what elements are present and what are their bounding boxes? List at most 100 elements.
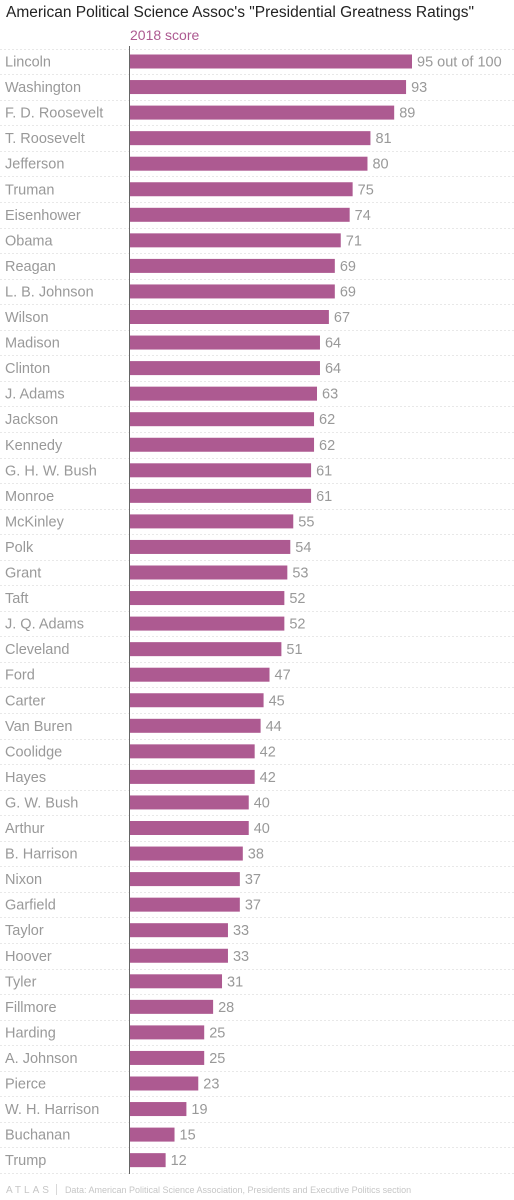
value-label: 28 — [218, 1000, 234, 1016]
category-label: Eisenhower — [5, 208, 81, 224]
bar — [130, 948, 228, 963]
value-label: 54 — [295, 540, 311, 556]
bar — [130, 539, 291, 554]
value-label: 25 — [209, 1025, 225, 1041]
category-label: Hayes — [5, 770, 46, 786]
bar — [130, 1127, 175, 1142]
category-label: B. Harrison — [5, 847, 78, 863]
category-label: Arthur — [5, 821, 45, 837]
value-label: 81 — [375, 131, 391, 147]
bar — [130, 284, 335, 299]
value-label: 12 — [171, 1153, 187, 1169]
value-label: 40 — [254, 795, 270, 811]
series-label: 2018 score — [130, 27, 200, 43]
bar — [130, 769, 255, 784]
value-label: 25 — [209, 1051, 225, 1067]
category-label: Hoover — [5, 949, 52, 965]
bar — [130, 412, 315, 427]
value-label: 71 — [346, 233, 362, 249]
bar — [130, 386, 318, 401]
category-label: Kennedy — [5, 438, 63, 454]
value-label: 19 — [191, 1102, 207, 1118]
bar — [130, 846, 243, 861]
value-label: 33 — [233, 949, 249, 965]
category-label: A. Johnson — [5, 1051, 78, 1067]
bar — [130, 437, 315, 452]
category-label: Obama — [5, 233, 53, 249]
category-label: Coolidge — [5, 744, 62, 760]
value-label: 89 — [399, 106, 415, 122]
value-label: 69 — [340, 284, 356, 300]
category-label: McKinley — [5, 514, 65, 530]
value-label: 15 — [180, 1128, 196, 1144]
bar — [130, 642, 282, 657]
bar — [130, 80, 407, 95]
bar — [130, 105, 395, 120]
category-label: T. Roosevelt — [5, 131, 85, 147]
value-label: 51 — [286, 642, 302, 658]
value-label: 42 — [260, 770, 276, 786]
chart-title: American Political Science Assoc's "Pres… — [6, 4, 474, 21]
category-label: Grant — [5, 566, 41, 582]
category-label: Taft — [5, 591, 28, 607]
category-label: Van Buren — [5, 719, 72, 735]
bar — [130, 872, 240, 887]
category-label: W. H. Harrison — [5, 1102, 99, 1118]
bar — [130, 744, 255, 759]
value-label: 93 — [411, 80, 427, 96]
value-label: 75 — [358, 182, 374, 198]
bar — [130, 1102, 187, 1117]
bar — [130, 667, 270, 682]
value-label: 40 — [254, 821, 270, 837]
bar — [130, 999, 214, 1014]
value-label: 52 — [289, 617, 305, 633]
value-label: 23 — [203, 1077, 219, 1093]
bar — [130, 591, 285, 606]
category-label: J. Adams — [5, 387, 65, 403]
atlas-logo: ATLAS — [6, 1185, 52, 1196]
value-label: 62 — [319, 412, 335, 428]
value-label: 69 — [340, 259, 356, 275]
value-label: 38 — [248, 847, 264, 863]
bar — [130, 565, 288, 580]
bar — [130, 335, 320, 350]
bar — [130, 361, 320, 376]
bar — [130, 1025, 205, 1040]
category-label: Truman — [5, 182, 54, 198]
bar — [130, 258, 335, 273]
bar — [130, 974, 223, 989]
bar — [130, 1050, 205, 1065]
value-label: 64 — [325, 361, 341, 377]
value-label: 80 — [372, 157, 388, 173]
category-label: F. D. Roosevelt — [5, 106, 103, 122]
footer-divider — [55, 1184, 57, 1195]
bar — [130, 1076, 199, 1091]
value-label: 52 — [289, 591, 305, 607]
value-label: 95 out of 100 — [417, 55, 502, 71]
bar — [130, 821, 249, 835]
category-label: Clinton — [5, 361, 50, 377]
value-label: 63 — [322, 387, 338, 403]
category-label: Buchanan — [5, 1128, 70, 1144]
bar — [130, 463, 312, 478]
category-label: G. W. Bush — [5, 795, 78, 811]
value-label: 42 — [260, 744, 276, 760]
category-label: Ford — [5, 668, 35, 684]
bar — [130, 923, 228, 938]
bar — [130, 182, 353, 197]
category-label: Madison — [5, 336, 60, 352]
value-label: 37 — [245, 898, 261, 914]
category-label: Fillmore — [5, 1000, 57, 1016]
category-label: Jackson — [5, 412, 58, 428]
bar — [130, 1153, 166, 1168]
category-label: Tyler — [5, 974, 37, 990]
category-label: Cleveland — [5, 642, 70, 658]
category-label: J. Q. Adams — [5, 617, 84, 633]
bar — [130, 54, 412, 69]
bar — [130, 488, 312, 503]
value-label: 33 — [233, 923, 249, 939]
value-label: 53 — [292, 566, 308, 582]
category-label: Monroe — [5, 489, 54, 505]
category-label: Carter — [5, 693, 45, 709]
category-label: Jefferson — [5, 157, 64, 173]
